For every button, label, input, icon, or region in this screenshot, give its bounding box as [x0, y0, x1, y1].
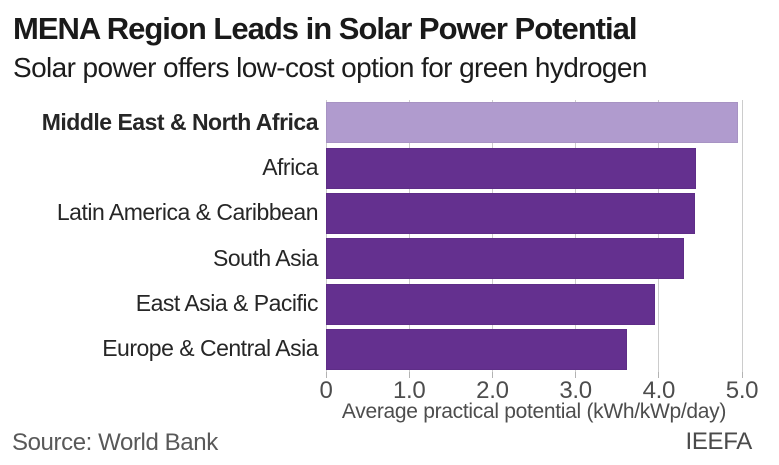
- tick-mark-x-2.0: [491, 372, 493, 378]
- x-axis-tick-labels: 0 1.0 2.0 3.0 4.0 5.0: [319, 377, 758, 404]
- bar-east-asia-pacific: [326, 283, 655, 325]
- tick-mark-x-4.0: [658, 372, 660, 378]
- tick-mark-x-1.0: [408, 372, 410, 378]
- x-tick-label: 2.0: [476, 377, 509, 404]
- plot-area: [325, 100, 743, 378]
- category-label-latin-america-caribbean: Latin America & Caribbean: [56, 199, 319, 226]
- x-tick-label: 1.0: [392, 377, 426, 404]
- bar-latin-america-caribbean: [326, 192, 695, 234]
- x-tick-label: 3.0: [559, 377, 592, 404]
- tick-mark-x-3.0: [575, 372, 577, 378]
- x-tick-label: 4.0: [642, 377, 676, 404]
- category-axis-labels: Middle East & North Africa Africa Latin Am…: [0, 100, 319, 372]
- tick-mark-x-5.0: [741, 372, 743, 378]
- category-label-middle-east-north-africa: Middle East & North Africa: [41, 108, 319, 135]
- gridline-x-0: [325, 100, 327, 372]
- category-label-africa: Africa: [262, 154, 318, 180]
- category-label-south-asia: South Asia: [213, 244, 318, 271]
- chart-title: MENA Region Leads in Solar Power Potenti…: [13, 11, 637, 46]
- x-tick-label: 0: [319, 377, 333, 404]
- publisher-logo-text: IEEFA: [685, 428, 752, 455]
- gridline-x-1.0: [408, 100, 410, 372]
- category-label-europe-central-asia: Europe & Central Asia: [102, 335, 318, 362]
- bar-south-asia: [326, 238, 684, 280]
- x-tick-label: 5.0: [725, 377, 759, 404]
- x-axis-title: Average practical potential (kWh/kWp/day…: [341, 400, 727, 423]
- gridline-x-2.0: [491, 100, 493, 372]
- bar-europe-central-asia: [326, 328, 628, 370]
- bar-africa: [326, 147, 697, 189]
- category-label-east-asia-pacific: East Asia & Pacific: [135, 290, 319, 316]
- tick-mark-x-0: [325, 372, 327, 378]
- gridline-x-5.0: [741, 100, 743, 372]
- gridline-x-4.0: [658, 100, 660, 372]
- gridline-x-3.0: [575, 100, 577, 372]
- bar-middle-east-north-africa: [326, 102, 738, 144]
- source-attribution: Source: World Bank: [12, 429, 218, 456]
- chart-subtitle: Solar power offers low-cost option for g…: [13, 52, 647, 83]
